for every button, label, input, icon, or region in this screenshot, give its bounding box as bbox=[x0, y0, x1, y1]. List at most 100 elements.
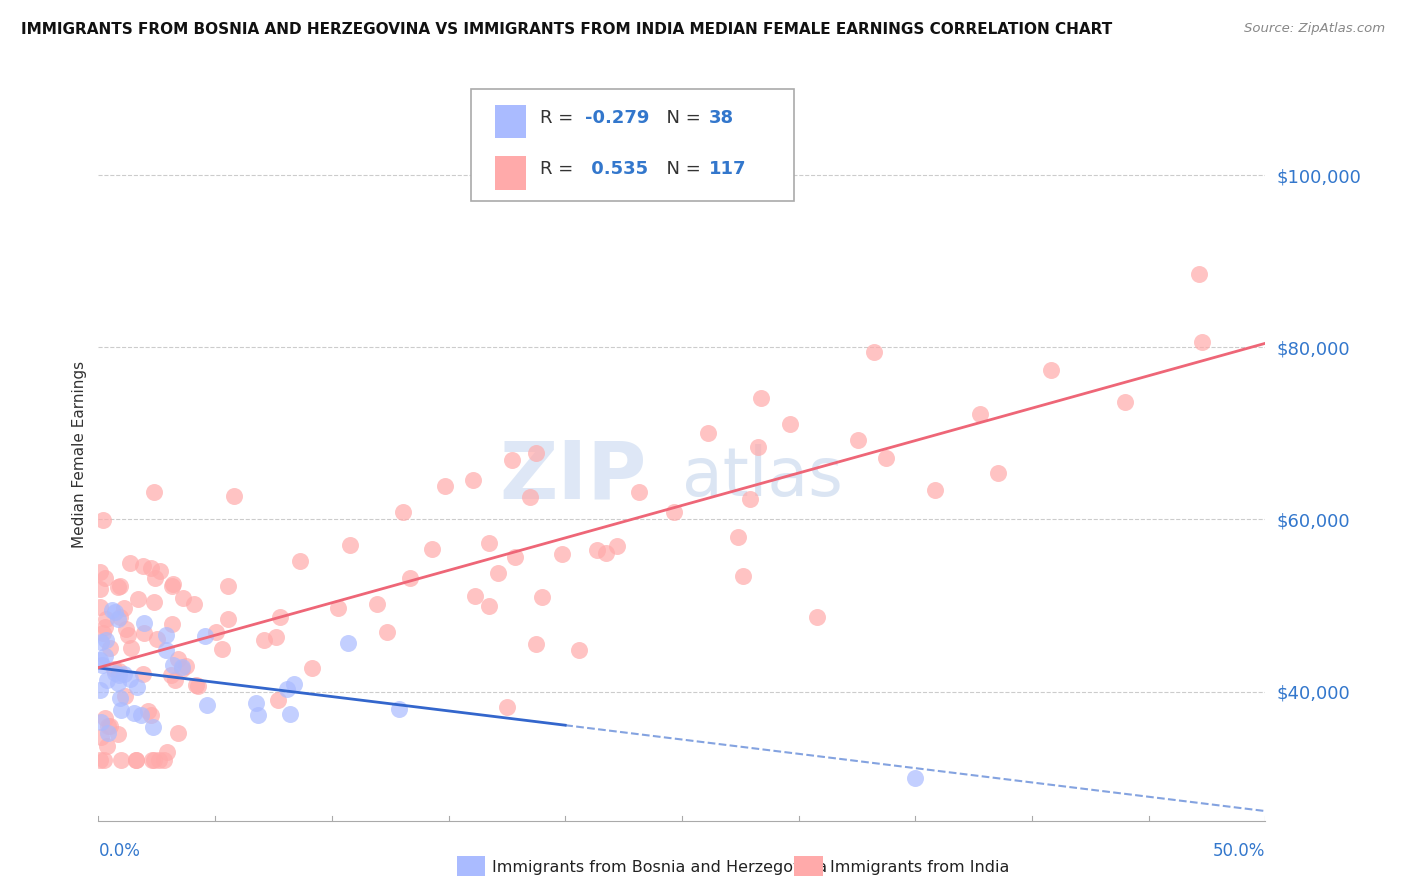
Point bbox=[267, 693, 290, 707]
Point bbox=[1191, 335, 1213, 350]
Point bbox=[132, 616, 155, 631]
Point bbox=[132, 625, 155, 640]
Point bbox=[326, 600, 349, 615]
Point bbox=[125, 753, 148, 767]
Point bbox=[91, 625, 114, 640]
Point bbox=[108, 667, 131, 681]
Point bbox=[155, 628, 177, 642]
Point bbox=[969, 408, 991, 422]
Point bbox=[94, 571, 117, 585]
Point bbox=[211, 642, 233, 657]
Point bbox=[464, 589, 486, 603]
Point bbox=[875, 450, 897, 465]
Point bbox=[924, 483, 946, 497]
Point bbox=[278, 707, 301, 722]
Point bbox=[108, 664, 131, 678]
Point bbox=[301, 661, 323, 675]
Text: -0.279: -0.279 bbox=[585, 109, 650, 127]
Point bbox=[139, 561, 162, 575]
Point bbox=[152, 753, 174, 767]
Point bbox=[93, 753, 115, 767]
Point bbox=[149, 564, 172, 578]
Point bbox=[162, 576, 184, 591]
Point bbox=[143, 753, 166, 767]
Point bbox=[1039, 363, 1062, 377]
Point bbox=[375, 624, 398, 639]
Point bbox=[104, 606, 127, 620]
Point bbox=[108, 579, 131, 593]
Text: ZIP: ZIP bbox=[499, 438, 647, 516]
Point bbox=[568, 643, 591, 657]
Point bbox=[101, 603, 124, 617]
Point bbox=[97, 725, 120, 739]
Point bbox=[172, 591, 194, 606]
Point bbox=[186, 678, 208, 692]
Point bbox=[664, 506, 686, 520]
Point bbox=[120, 672, 142, 686]
Point bbox=[89, 582, 111, 597]
Text: 38: 38 bbox=[709, 109, 734, 127]
Point bbox=[94, 649, 117, 664]
Point bbox=[1114, 394, 1136, 409]
Point bbox=[141, 707, 163, 722]
Text: Source: ZipAtlas.com: Source: ZipAtlas.com bbox=[1244, 22, 1385, 36]
Point bbox=[269, 610, 291, 624]
Point bbox=[110, 753, 132, 767]
Point bbox=[627, 485, 650, 500]
Point bbox=[366, 597, 388, 611]
Point bbox=[107, 580, 129, 594]
Point bbox=[696, 425, 718, 440]
Point bbox=[107, 612, 129, 626]
Point bbox=[125, 753, 148, 767]
Point bbox=[205, 625, 228, 640]
Point bbox=[863, 345, 886, 359]
Text: 0.535: 0.535 bbox=[585, 161, 648, 178]
Point bbox=[160, 668, 183, 682]
Point bbox=[162, 658, 184, 673]
Point bbox=[806, 610, 828, 624]
Point bbox=[138, 704, 160, 718]
Point bbox=[524, 446, 547, 460]
Point bbox=[120, 556, 142, 570]
Point bbox=[155, 643, 177, 657]
Point bbox=[114, 622, 136, 636]
Point bbox=[276, 682, 298, 697]
Point bbox=[339, 538, 361, 552]
Point bbox=[595, 546, 617, 560]
Point bbox=[90, 730, 112, 744]
Point bbox=[217, 580, 239, 594]
Point bbox=[463, 473, 485, 487]
Point bbox=[391, 505, 413, 519]
Text: Immigrants from India: Immigrants from India bbox=[830, 860, 1010, 874]
Text: N =: N = bbox=[655, 161, 707, 178]
Point bbox=[89, 652, 111, 666]
Point bbox=[91, 657, 114, 672]
Point bbox=[96, 739, 118, 754]
Text: 117: 117 bbox=[709, 161, 747, 178]
Point bbox=[98, 719, 121, 733]
Point bbox=[433, 478, 456, 492]
Point bbox=[167, 726, 190, 740]
Point bbox=[283, 677, 305, 691]
Text: R =: R = bbox=[540, 109, 579, 127]
Text: 50.0%: 50.0% bbox=[1213, 842, 1265, 860]
Point bbox=[98, 640, 121, 655]
Point bbox=[172, 662, 194, 676]
Point bbox=[524, 637, 547, 651]
Text: R =: R = bbox=[540, 161, 579, 178]
Point bbox=[94, 620, 117, 634]
Point bbox=[987, 466, 1010, 480]
Point bbox=[1188, 267, 1211, 281]
Point bbox=[172, 660, 194, 674]
Y-axis label: Median Female Earnings: Median Female Earnings bbox=[72, 361, 87, 549]
Point bbox=[253, 632, 276, 647]
Point bbox=[107, 726, 129, 740]
Point bbox=[585, 543, 607, 558]
Point bbox=[108, 609, 131, 624]
Point bbox=[848, 434, 870, 448]
Point bbox=[174, 659, 197, 673]
Point bbox=[89, 714, 111, 729]
Point bbox=[399, 571, 422, 585]
Point bbox=[245, 696, 267, 710]
Point bbox=[749, 392, 772, 406]
